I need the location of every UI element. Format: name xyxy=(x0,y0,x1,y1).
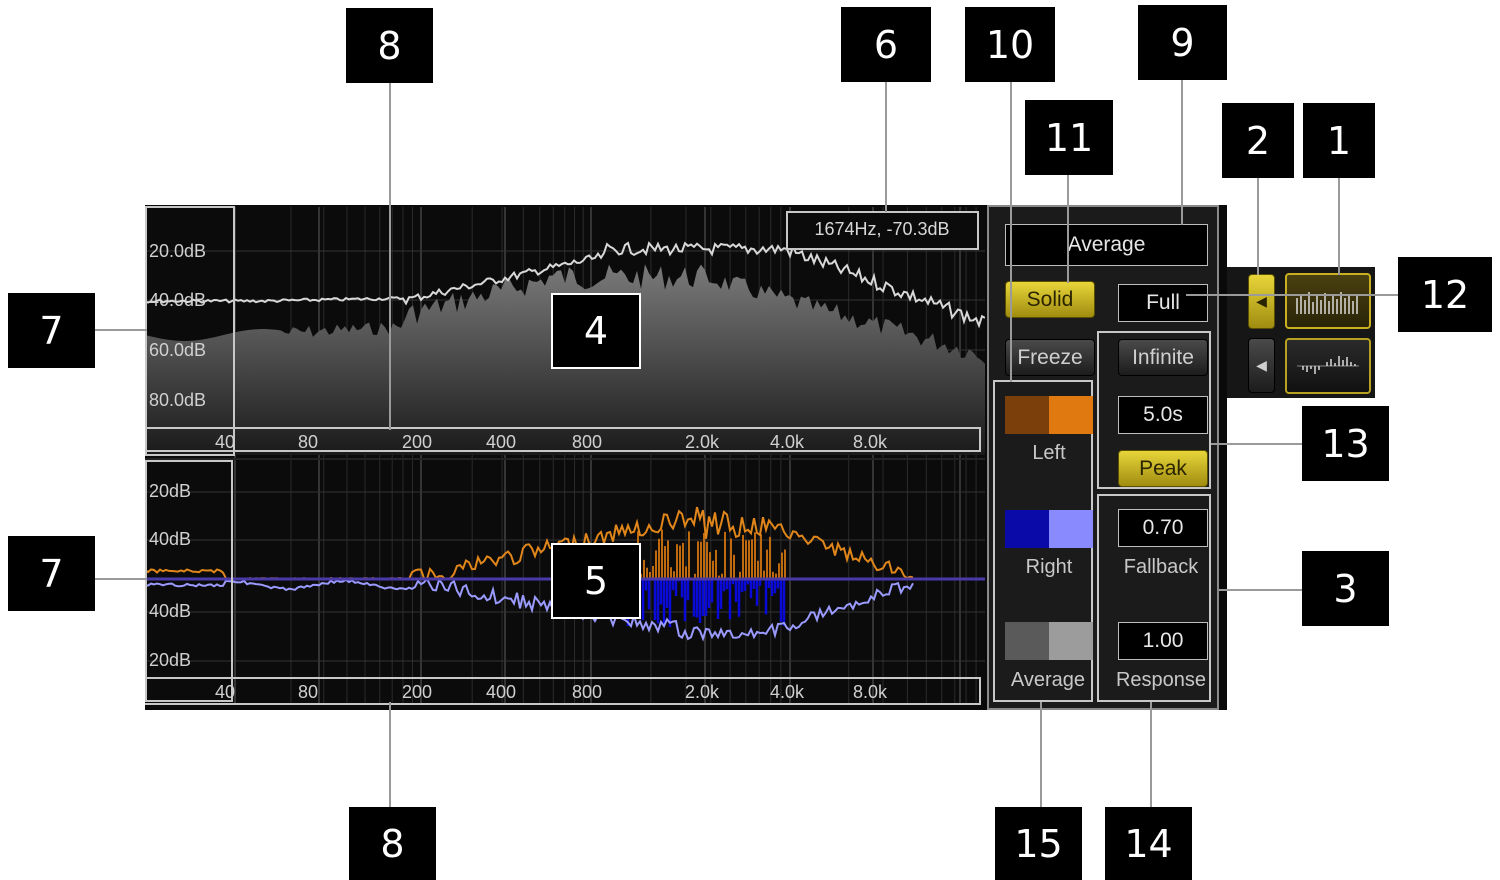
peak-hold-curve xyxy=(145,241,985,329)
right-color-label: Right xyxy=(1025,556,1073,578)
leader-line xyxy=(1257,150,1259,275)
upper-freq-label: 40 xyxy=(215,432,235,452)
average-light-swatch[interactable] xyxy=(1049,622,1093,660)
triangle-left-icon: ◀ xyxy=(1256,293,1267,309)
left-dark-swatch[interactable] xyxy=(1005,396,1049,434)
average-color-label: Average xyxy=(1010,669,1086,691)
callout-3: 3 xyxy=(1302,551,1389,626)
upper-freq-label: 200 xyxy=(402,432,432,452)
callout-7-upper: 7 xyxy=(8,293,95,368)
lower-freq-label: 400 xyxy=(486,682,516,702)
fallback-response-group xyxy=(1097,494,1211,702)
right-channel-curve xyxy=(145,576,914,642)
leader-line xyxy=(1219,589,1303,591)
leader-line xyxy=(95,578,147,580)
upper-db-label-3: 60.0dB xyxy=(149,340,206,360)
infinite-button[interactable]: Infinite xyxy=(1118,339,1208,376)
lower-freq-label: 40 xyxy=(215,682,235,702)
freeze-button[interactable]: Freeze xyxy=(1005,339,1095,376)
upper-freq-label: 400 xyxy=(486,432,516,452)
leader-line xyxy=(1150,702,1152,807)
cursor-readout-box xyxy=(786,211,979,250)
leader-line xyxy=(1067,175,1069,283)
lower-freq-label: 8.0k xyxy=(853,682,888,702)
upper-db-scale-box[interactable] xyxy=(145,206,235,456)
leader-line xyxy=(1186,294,1398,296)
callout-10: 10 xyxy=(965,7,1055,82)
right-dark-swatch[interactable] xyxy=(1005,510,1049,548)
callout-5: 5 xyxy=(551,543,641,619)
upper-freq-scale-box[interactable] xyxy=(145,427,981,452)
stereo-difference-bars xyxy=(626,529,786,628)
range-field[interactable]: Full xyxy=(1118,284,1208,322)
mode-select[interactable]: Average xyxy=(1005,224,1208,266)
spectrum-analyzer: 20.0dB 40.0dB 60.0dB 80.0dB 20dB 40dB 40… xyxy=(145,205,985,710)
upper-freq-label: 8.0k xyxy=(853,432,888,452)
fallback-label: Fallback xyxy=(1123,556,1199,578)
upper-freq-label: 80 xyxy=(298,432,318,452)
callout-8-top: 8 xyxy=(346,8,433,83)
peak-button[interactable]: Peak xyxy=(1118,450,1208,487)
lower-db-scale-box[interactable] xyxy=(145,460,233,702)
peak-hold-group xyxy=(1097,331,1211,489)
response-field[interactable]: 1.00 xyxy=(1118,622,1208,660)
hold-time-field[interactable]: 5.0s xyxy=(1118,396,1208,434)
callout-4: 4 xyxy=(551,293,641,369)
frequency-grid xyxy=(145,207,985,705)
callout-14: 14 xyxy=(1105,807,1192,880)
lower-freq-label: 80 xyxy=(298,682,318,702)
upper-freq-label: 800 xyxy=(572,432,602,452)
spectrum-view-arrow[interactable]: ◀ xyxy=(1248,274,1275,329)
callout-11: 11 xyxy=(1025,100,1113,175)
leader-line xyxy=(885,82,887,212)
lower-db-label-3: 40dB xyxy=(149,601,191,621)
average-dark-swatch[interactable] xyxy=(1005,622,1049,660)
lower-freq-label: 200 xyxy=(402,682,432,702)
lower-freq-label: 4.0k xyxy=(770,682,805,702)
right-light-swatch[interactable] xyxy=(1049,510,1093,548)
leader-line xyxy=(1181,80,1183,225)
triangle-left-icon: ◀ xyxy=(1256,357,1267,373)
stereo-difference-icon xyxy=(1297,356,1359,374)
response-label: Response xyxy=(1115,669,1207,691)
lower-db-label-4: 20dB xyxy=(149,650,191,670)
callout-9: 9 xyxy=(1138,5,1227,80)
stereo-view-arrow[interactable]: ◀ xyxy=(1248,338,1275,393)
callout-13: 13 xyxy=(1302,406,1389,481)
spectrum-bars-icon xyxy=(1296,292,1358,314)
leader-line xyxy=(1338,178,1340,275)
leader-line xyxy=(1010,82,1012,382)
upper-freq-label: 4.0k xyxy=(770,432,805,452)
solid-button[interactable]: Solid xyxy=(1005,281,1095,318)
callout-6: 6 xyxy=(841,7,931,82)
upper-db-label-4: 80.0dB xyxy=(149,390,206,410)
lower-db-label-2: 40dB xyxy=(149,529,191,549)
upper-db-label-2: 40.0dB xyxy=(149,290,206,310)
fallback-field[interactable]: 0.70 xyxy=(1118,509,1208,547)
upper-freq-label: 2.0k xyxy=(685,432,720,452)
upper-db-label-1: 20.0dB xyxy=(149,241,206,261)
callout-15: 15 xyxy=(995,807,1082,880)
lower-freq-label: 800 xyxy=(572,682,602,702)
lower-db-label-1: 20dB xyxy=(149,481,191,501)
leader-line xyxy=(389,702,391,808)
leader-line xyxy=(95,329,147,331)
callout-1: 1 xyxy=(1303,103,1375,178)
stereo-view-button[interactable] xyxy=(1285,338,1371,394)
callout-8-bottom: 8 xyxy=(349,807,436,880)
lower-freq-label: 2.0k xyxy=(685,682,720,702)
cursor-readout: 1674Hz, -70.3dB xyxy=(814,219,949,239)
leader-line xyxy=(389,83,391,430)
leader-line xyxy=(1040,702,1042,807)
left-light-swatch[interactable] xyxy=(1049,396,1093,434)
lower-freq-scale-box[interactable] xyxy=(145,677,981,705)
left-color-label: Left xyxy=(1032,442,1066,464)
callout-2: 2 xyxy=(1222,103,1294,178)
spectrum-view-button[interactable] xyxy=(1285,273,1371,329)
callout-12: 12 xyxy=(1398,257,1492,332)
leader-line xyxy=(1211,443,1303,445)
callout-7-lower: 7 xyxy=(8,536,95,611)
